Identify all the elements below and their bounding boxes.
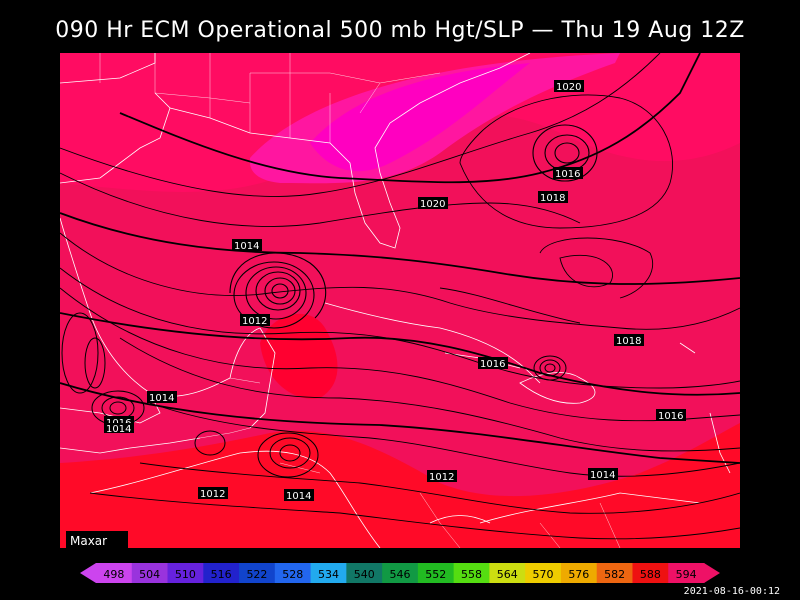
colorbar-arrow-right: [704, 563, 720, 583]
colorbar-cell: [560, 563, 598, 583]
weather-map: 1020 1016 1018 1020 1014 1012 1016 1018: [60, 53, 740, 548]
svg-text:1014: 1014: [590, 470, 615, 481]
colorbar-label: 504: [139, 568, 160, 581]
colorbar-cell: [453, 563, 490, 583]
colorbar-arrow-left: [80, 563, 96, 583]
colorbar-label: 588: [640, 568, 661, 581]
colorbar-cell: [417, 563, 455, 583]
isobar-label: 1020: [554, 80, 584, 93]
svg-text:1016: 1016: [658, 411, 683, 422]
colorbar-cell: [489, 563, 526, 583]
borders: [99, 53, 621, 548]
colorbar-cell: [346, 563, 383, 583]
isobar-label: 1014: [104, 423, 134, 435]
height-field-592-south: [60, 423, 740, 548]
brand-label: Maxar: [70, 534, 107, 548]
isobars: [60, 53, 740, 540]
colorbar-cell: [668, 563, 705, 583]
height-field-592-lobe: [260, 313, 338, 399]
svg-text:1014: 1014: [286, 491, 311, 502]
colorbar-cell: [131, 563, 169, 583]
colorbar-cell: [632, 563, 669, 583]
colorbar-label: 570: [533, 568, 554, 581]
colorbar-label: 510: [175, 568, 196, 581]
svg-text:1014: 1014: [149, 393, 174, 404]
isobar-label: 1012: [240, 314, 270, 327]
colorbar-cell: [310, 563, 347, 583]
height-field-570: [310, 63, 530, 172]
colorbar-label: 582: [604, 568, 625, 581]
colorbar-label: 522: [246, 568, 267, 581]
isobar-label: 1016: [656, 409, 686, 422]
colorbar-label: 576: [568, 568, 589, 581]
svg-text:1016: 1016: [555, 169, 580, 180]
colorbar-cell: [239, 563, 276, 583]
isobar-label: 1016: [553, 167, 583, 180]
colorbar-cells: 498 504 510 516 522 528 534 540 546 552 558 564 570 5…: [80, 563, 720, 583]
low-hispaniola: [533, 355, 567, 381]
colorbar-label: 528: [282, 568, 303, 581]
colorbar-label: 594: [676, 568, 697, 581]
svg-text:1018: 1018: [540, 193, 565, 204]
svg-text:1020: 1020: [556, 82, 581, 93]
isobar-label: 1016: [478, 357, 508, 370]
svg-text:1014: 1014: [234, 241, 259, 252]
isobar-labels: 1020 1016 1018 1020 1014 1012 1016 1018: [104, 80, 686, 502]
isobar-label: 1014: [232, 239, 262, 252]
brand-box: [66, 531, 128, 548]
chart-title: 090 Hr ECM Operational 500 mb Hgt/SLP — …: [55, 18, 745, 43]
isobar-label: 1018: [614, 334, 644, 347]
colorbar-cell: [596, 563, 633, 583]
isobar-label: 1012: [427, 470, 457, 483]
colorbar-cell: [382, 563, 419, 583]
svg-text:1012: 1012: [429, 472, 454, 483]
colorbar-cell: [203, 563, 240, 583]
colorbar-label: 558: [461, 568, 482, 581]
colorbar-label: 546: [390, 568, 411, 581]
isobar-label: 1014: [147, 391, 177, 404]
colorbar-label: 534: [318, 568, 339, 581]
colorbar-label: 540: [354, 568, 375, 581]
height-contours: [60, 53, 740, 464]
colorbar-label: 516: [211, 568, 232, 581]
svg-text:1020: 1020: [420, 199, 445, 210]
svg-text:1012: 1012: [242, 316, 267, 327]
isobar-label: 1020: [418, 197, 448, 210]
svg-text:1016: 1016: [480, 359, 505, 370]
colorbar-cell: [525, 563, 562, 583]
colorbar-cell: [274, 563, 312, 583]
low-yucatan: [229, 252, 327, 329]
isobar-label: 1014: [284, 489, 314, 502]
timestamp: 2021-08-16-00:12: [683, 586, 780, 597]
colorbar-legend: 498 504 510 516 522 528 534 540 546 552 558 564 570 5…: [80, 563, 720, 583]
svg-text:1012: 1012: [200, 489, 225, 500]
isobar-label: 1012: [198, 487, 228, 500]
colorbar-label: 498: [103, 568, 124, 581]
svg-text:1014: 1014: [106, 424, 131, 435]
colorbar-cell: [167, 563, 204, 583]
isobar-label: 1018: [538, 191, 568, 204]
colorbar-cell: [96, 563, 133, 583]
colorbar-label: 564: [497, 568, 518, 581]
isobar-label: 1014: [588, 468, 618, 481]
colorbar-label: 552: [425, 568, 446, 581]
svg-text:1018: 1018: [616, 336, 641, 347]
